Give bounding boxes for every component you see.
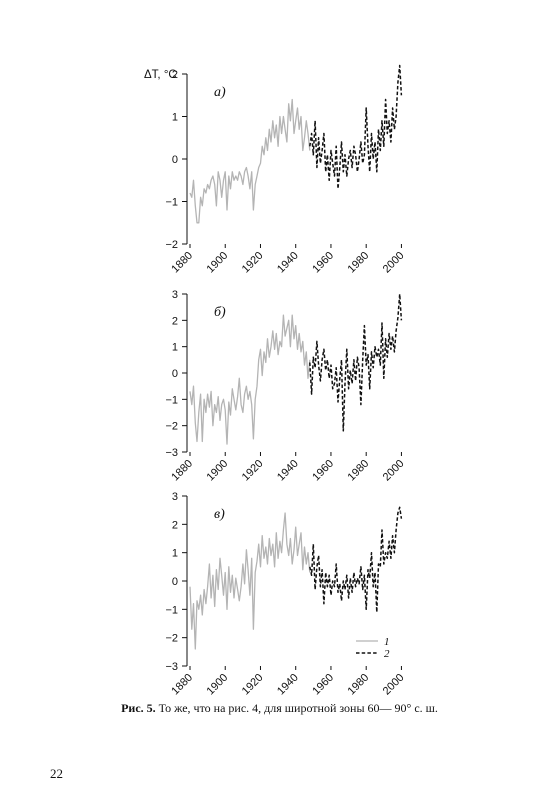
x-tick-label: 1880: [169, 250, 195, 276]
series-2-line: [309, 293, 403, 432]
chart-panel-2: −3 −2 −1 0 1 2 3 1880 1900 1920 1940 1960 1980 2000 б): [165, 289, 406, 483]
caption-text: То же, что на рис. 4, для широтной зоны …: [158, 701, 438, 715]
x-tick-label: 1920: [240, 672, 266, 698]
x-tick-label: 2000: [381, 672, 407, 698]
panel-label: б): [214, 305, 226, 320]
panel-label: а): [214, 85, 226, 100]
y-tick-label: −2: [165, 421, 178, 433]
x-tick-label: 1980: [346, 672, 372, 698]
x-tick-label: 1920: [240, 458, 266, 484]
series-1-line: [189, 98, 311, 224]
series-2-line: [309, 64, 403, 190]
x-tick-label: 1940: [275, 672, 301, 698]
y-tick-label: −1: [165, 197, 178, 209]
y-tick-label: −3: [165, 661, 178, 673]
y-tick-label: 0: [172, 576, 178, 588]
panel-label: в): [214, 507, 225, 522]
x-tick-label: 1940: [275, 458, 301, 484]
y-tick-label: 0: [172, 368, 178, 380]
x-tick-label: 1900: [205, 672, 231, 698]
y-tick-label: 0: [172, 154, 178, 166]
x-tick-label: 1880: [169, 672, 195, 698]
series-1-line: [189, 512, 311, 650]
y-tick-label: 1: [172, 548, 178, 560]
x-tick-label: 1980: [346, 250, 372, 276]
x-tick-label: 1980: [346, 458, 372, 484]
y-tick-label: 2: [172, 519, 178, 531]
y-tick-label: 2: [172, 315, 178, 327]
y-tick-label: −2: [165, 239, 178, 251]
legend-label-2: 2: [384, 648, 390, 660]
figure-caption: Рис. 5. То же, что на рис. 4, для широтн…: [0, 701, 559, 716]
x-tick-label: 1900: [205, 458, 231, 484]
y-tick-label: 2: [172, 69, 178, 81]
x-tick-label: 2000: [381, 250, 407, 276]
y-tick-label: −1: [165, 394, 178, 406]
y-tick-label: −3: [165, 447, 178, 459]
series-2-line: [309, 506, 403, 613]
y-tick-label: 3: [172, 289, 178, 301]
y-tick-label: 1: [172, 342, 178, 354]
x-tick-label: 1940: [275, 250, 301, 276]
x-tick-label: 1960: [310, 250, 336, 276]
x-tick-label: 1960: [310, 458, 336, 484]
y-tick-label: −1: [165, 604, 178, 616]
y-tick-label: 1: [172, 112, 178, 124]
y-axis-label: ΔT, °C: [144, 69, 177, 81]
series-1-line: [189, 314, 311, 445]
legend-label-1: 1: [384, 636, 390, 648]
x-tick-label: 1900: [205, 250, 231, 276]
caption-figure-number: Рис. 5.: [121, 701, 156, 715]
x-tick-label: 1960: [310, 672, 336, 698]
chart-panel-1: −2 −1 0 1 2 1880 1900 1920 1940 1960 1980 2000 а): [165, 64, 407, 276]
legend: 12: [356, 636, 390, 660]
x-tick-label: 1920: [240, 250, 266, 276]
x-tick-label: 1880: [169, 458, 195, 484]
x-tick-label: 2000: [381, 458, 407, 484]
page-number: 22: [50, 766, 63, 781]
y-tick-label: 3: [172, 491, 178, 503]
y-tick-label: −2: [165, 633, 178, 645]
